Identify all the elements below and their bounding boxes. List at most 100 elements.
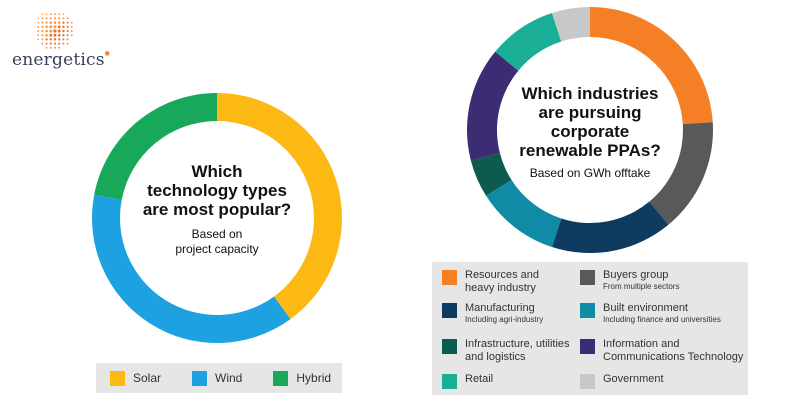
logo-dot bbox=[66, 38, 69, 41]
logo-dot bbox=[37, 30, 40, 32]
logo-dot bbox=[49, 13, 52, 16]
legend-label: Wind bbox=[215, 371, 243, 385]
logo-dot bbox=[54, 46, 56, 49]
logo-dot bbox=[41, 13, 44, 15]
logo-dot bbox=[62, 38, 65, 41]
legend-swatch bbox=[442, 374, 457, 389]
legend-swatch bbox=[442, 339, 457, 354]
logo-dot bbox=[45, 42, 48, 45]
logo-dot bbox=[66, 34, 69, 37]
logo-dot bbox=[53, 33, 57, 37]
logo-dot bbox=[49, 21, 53, 24]
logo-dot bbox=[49, 25, 53, 29]
legend-item-wind: Wind bbox=[192, 370, 243, 386]
slice-resources-and-heavy-industry bbox=[590, 7, 713, 125]
legend-label: Hybrid bbox=[296, 371, 332, 385]
logo-dot bbox=[70, 25, 73, 28]
logo-dot bbox=[70, 34, 73, 37]
slice-manufacturing bbox=[551, 201, 669, 253]
logo-dot bbox=[49, 46, 52, 49]
logo-dot bbox=[45, 38, 48, 41]
logo-dot bbox=[66, 25, 69, 28]
logo-dot bbox=[66, 21, 69, 24]
logo-dot bbox=[49, 29, 53, 33]
logo-dot bbox=[53, 29, 57, 33]
legend-swatch bbox=[580, 374, 595, 389]
logo-dot bbox=[58, 13, 61, 16]
logo-dot bbox=[37, 25, 40, 28]
right-chart-subtitle: Based on GWh offtake bbox=[529, 166, 651, 180]
legend-swatch bbox=[273, 370, 289, 386]
logo-dot bbox=[45, 33, 48, 37]
legend-item-resources: Resources and heavy industry bbox=[442, 269, 539, 295]
slice-retail bbox=[495, 13, 562, 71]
left-chart-title: Which technology types are most popular? bbox=[142, 162, 292, 219]
logo-dot bbox=[41, 42, 44, 45]
logo-dot bbox=[45, 21, 48, 24]
legend-swatch bbox=[580, 270, 595, 285]
legend-item-buyers-group: Buyers group From multiple sectors bbox=[580, 269, 679, 291]
logo-dot bbox=[49, 38, 53, 41]
left-chart-center-text: Which technology types are most popular?… bbox=[142, 162, 292, 257]
logo-dot bbox=[71, 21, 73, 24]
slice-infrastructure-utilities-and-logistics bbox=[470, 153, 512, 196]
logo-dot bbox=[58, 46, 61, 49]
legend-swatch bbox=[442, 270, 457, 285]
slice-built-environment bbox=[486, 179, 562, 247]
logo-dot bbox=[41, 21, 44, 24]
left-chart-subtitle: Based on project capacity bbox=[175, 227, 259, 256]
left-chart-legend: Solar Wind Hybrid bbox=[96, 363, 342, 393]
logo-dot bbox=[57, 33, 61, 37]
legend-item-government: Government bbox=[580, 373, 664, 389]
logo-dot bbox=[62, 34, 65, 37]
energetics-logo-icon bbox=[37, 13, 73, 49]
logo-dot bbox=[70, 30, 73, 32]
slice-solar bbox=[217, 93, 343, 320]
legend-item-hybrid: Hybrid bbox=[273, 370, 332, 386]
logo-dot bbox=[41, 34, 44, 37]
technology-types-donut-chart bbox=[91, 93, 343, 344]
legend-label: Solar bbox=[133, 371, 162, 385]
logo-dot bbox=[58, 17, 61, 20]
logo-dot bbox=[49, 42, 52, 45]
logo-dot bbox=[45, 47, 48, 49]
logo-dot bbox=[62, 25, 65, 29]
legend-swatch bbox=[192, 370, 208, 386]
legend-item-retail: Retail bbox=[442, 373, 493, 389]
slice-wind bbox=[91, 194, 291, 344]
right-chart-legend: Resources and heavy industry Buyers group… bbox=[432, 262, 748, 395]
slice-buyers-group bbox=[649, 122, 713, 225]
logo-dot bbox=[37, 21, 40, 24]
logo-dot bbox=[53, 42, 57, 45]
logo-dot bbox=[53, 21, 57, 24]
logo-dot bbox=[66, 29, 69, 33]
logo-dot bbox=[57, 29, 61, 33]
logo-dot bbox=[58, 38, 61, 41]
logo-dot bbox=[66, 42, 69, 45]
slice-hybrid bbox=[94, 93, 217, 200]
industries-donut-chart bbox=[467, 7, 713, 253]
logo-dot bbox=[41, 29, 44, 33]
legend-swatch bbox=[580, 303, 595, 318]
logo-dot bbox=[45, 25, 48, 29]
logo-dot bbox=[53, 38, 57, 41]
logo-dot bbox=[62, 21, 65, 24]
logo-dot bbox=[54, 13, 56, 16]
logo-dot bbox=[57, 25, 61, 29]
legend-swatch bbox=[580, 339, 595, 354]
logo-dot bbox=[37, 38, 40, 41]
logo-dot bbox=[49, 33, 53, 37]
legend-item-built-environment: Built environment Including finance and u… bbox=[580, 302, 723, 324]
logo-dot bbox=[37, 17, 39, 20]
logo-dot bbox=[41, 17, 44, 20]
logo-dot bbox=[45, 17, 48, 20]
logo-dot bbox=[45, 13, 48, 16]
legend-item-ict: Information and Communications Technology bbox=[580, 338, 743, 364]
logo-dot bbox=[57, 21, 61, 24]
legend-item-manufacturing: Manufacturing Including agri-industry bbox=[442, 302, 543, 324]
brand-name: energetics● bbox=[12, 50, 111, 70]
logo-dot bbox=[62, 29, 65, 33]
slice-government bbox=[551, 7, 590, 42]
logo-dot bbox=[62, 42, 65, 45]
logo-dot bbox=[37, 34, 40, 37]
